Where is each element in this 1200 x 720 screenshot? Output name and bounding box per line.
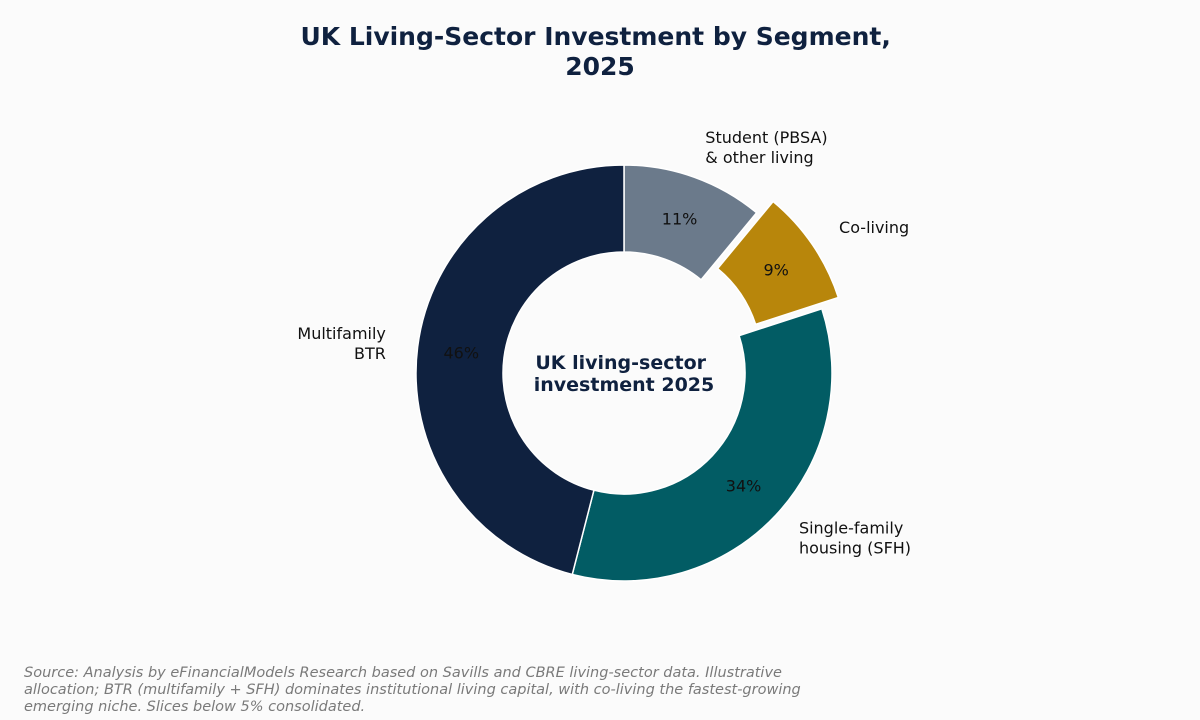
slice-pct-label-3: 46%	[444, 343, 480, 362]
slice-0	[623, 164, 758, 281]
center-label-line-1: UK living-sector	[535, 352, 706, 374]
slice-category-label-1: Co-living	[839, 218, 909, 237]
slice-category-label-line: Student (PBSA)	[705, 128, 827, 147]
chart-title: UK Living-Sector Investment by Segment, …	[300, 22, 899, 81]
slice-pct-label-2: 34%	[726, 476, 762, 495]
center-label: UK living-sector investment 2025	[534, 352, 715, 396]
slice-pct-label-1: 9%	[763, 261, 788, 280]
slice-pct-label-0: 11%	[662, 210, 698, 229]
center-label-line-2: investment 2025	[534, 374, 715, 396]
chart-title-line-2: 2025	[565, 52, 635, 81]
slice-category-label-line: & other living	[705, 148, 813, 167]
slice-category-label-0: Student (PBSA) & other living	[705, 128, 827, 167]
slice-1	[716, 200, 840, 326]
slice-3	[415, 164, 625, 576]
slices-group	[415, 164, 840, 582]
slice-category-label-line: Single-family	[799, 518, 903, 537]
slice-category-label-line: Multifamily	[297, 324, 386, 343]
slice-category-label-line: housing (SFH)	[799, 538, 911, 557]
slice-category-label-line: Co-living	[839, 218, 909, 237]
slice-2	[571, 307, 833, 582]
slice-category-label-2: Single-family housing (SFH)	[799, 518, 911, 557]
slice-category-label-line: BTR	[354, 344, 386, 363]
labels-group: 11% Student (PBSA) & other living 9% Co-livi…	[297, 128, 911, 557]
slice-category-label-3: Multifamily BTR	[297, 324, 386, 363]
source-footnote: Source: Analysis by eFinancialModels Res…	[24, 665, 801, 715]
chart-title-line-1: UK Living-Sector Investment by Segment,	[300, 22, 890, 51]
